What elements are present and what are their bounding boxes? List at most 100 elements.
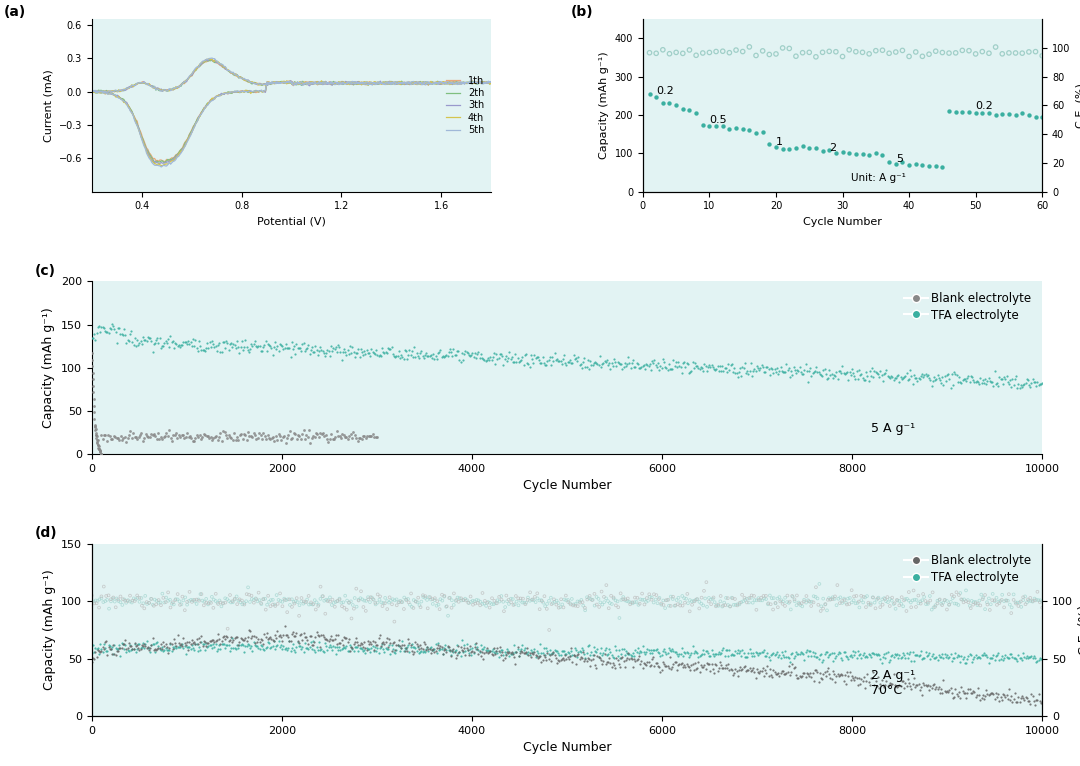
Point xyxy=(881,372,899,384)
Point xyxy=(298,429,315,441)
Point xyxy=(791,648,808,660)
Point xyxy=(984,375,1001,388)
Point xyxy=(90,439,107,451)
Point xyxy=(93,448,110,460)
Point xyxy=(225,339,242,351)
Point xyxy=(559,596,577,608)
Point xyxy=(222,630,240,643)
Point xyxy=(492,643,510,656)
Point xyxy=(960,106,977,118)
Point xyxy=(864,647,881,660)
Point xyxy=(927,652,944,664)
Point xyxy=(140,643,158,656)
Point xyxy=(114,637,132,650)
Point xyxy=(595,357,612,369)
Point xyxy=(525,356,542,368)
Point xyxy=(220,634,238,647)
Point xyxy=(583,358,600,371)
Point xyxy=(113,599,131,611)
Point xyxy=(914,653,931,666)
Point xyxy=(480,643,497,656)
Point xyxy=(752,362,769,374)
Point xyxy=(834,51,851,63)
Point xyxy=(524,646,541,658)
Point xyxy=(1002,690,1020,702)
Point xyxy=(986,594,1003,607)
Point xyxy=(399,645,416,657)
Point xyxy=(553,593,570,605)
Point xyxy=(144,638,161,650)
Point xyxy=(975,647,993,660)
Point xyxy=(1014,106,1031,119)
Point xyxy=(376,637,393,650)
Point xyxy=(685,647,702,659)
Point xyxy=(205,594,222,606)
Point xyxy=(662,600,679,612)
Point xyxy=(962,370,980,382)
Point xyxy=(84,367,102,379)
Point xyxy=(838,651,855,663)
X-axis label: Cycle Number: Cycle Number xyxy=(523,741,611,755)
Point xyxy=(214,597,231,610)
Point xyxy=(886,648,903,660)
Point xyxy=(841,366,859,378)
Point xyxy=(505,651,523,663)
Point xyxy=(880,156,897,169)
Point xyxy=(876,592,893,604)
Point xyxy=(86,642,104,654)
Point xyxy=(174,429,191,441)
Point xyxy=(646,588,663,601)
Point xyxy=(513,644,530,656)
Point xyxy=(670,660,687,672)
2th xyxy=(350,78,363,87)
Point xyxy=(819,647,836,659)
Point xyxy=(626,362,644,374)
Point xyxy=(1014,591,1031,604)
Text: 5 A g⁻¹: 5 A g⁻¹ xyxy=(872,421,915,434)
Point xyxy=(205,432,222,444)
Point xyxy=(83,353,100,365)
Point xyxy=(252,639,269,651)
Point xyxy=(704,593,721,605)
Point xyxy=(458,346,475,358)
Point xyxy=(615,655,632,667)
Point xyxy=(849,372,866,385)
Point xyxy=(345,637,362,650)
Point xyxy=(198,593,215,605)
Point xyxy=(276,594,294,606)
Point xyxy=(1018,692,1036,705)
Point xyxy=(673,642,690,654)
Point xyxy=(438,601,456,613)
Point xyxy=(392,642,409,654)
Point xyxy=(89,437,106,450)
Point xyxy=(921,590,939,602)
Point xyxy=(949,689,967,702)
Point xyxy=(435,642,453,654)
Point xyxy=(572,358,590,370)
Point xyxy=(869,591,887,604)
Point xyxy=(438,350,456,362)
Point xyxy=(810,366,827,378)
Point xyxy=(484,592,501,604)
Point xyxy=(484,650,501,662)
Point xyxy=(459,347,476,359)
Point xyxy=(301,437,319,449)
Point xyxy=(176,336,193,348)
Point xyxy=(656,658,673,670)
Point xyxy=(644,647,661,660)
Point xyxy=(783,666,800,678)
Point xyxy=(894,675,912,687)
Point xyxy=(437,646,455,658)
Point xyxy=(936,594,954,606)
Point xyxy=(278,594,295,606)
4th xyxy=(85,87,98,96)
Point xyxy=(135,597,152,610)
Point xyxy=(617,594,634,607)
Point xyxy=(396,344,414,356)
Point xyxy=(590,359,607,372)
Point xyxy=(162,637,179,649)
Point xyxy=(959,686,976,699)
Point xyxy=(849,645,866,657)
Point xyxy=(783,590,800,602)
Point xyxy=(808,651,825,663)
